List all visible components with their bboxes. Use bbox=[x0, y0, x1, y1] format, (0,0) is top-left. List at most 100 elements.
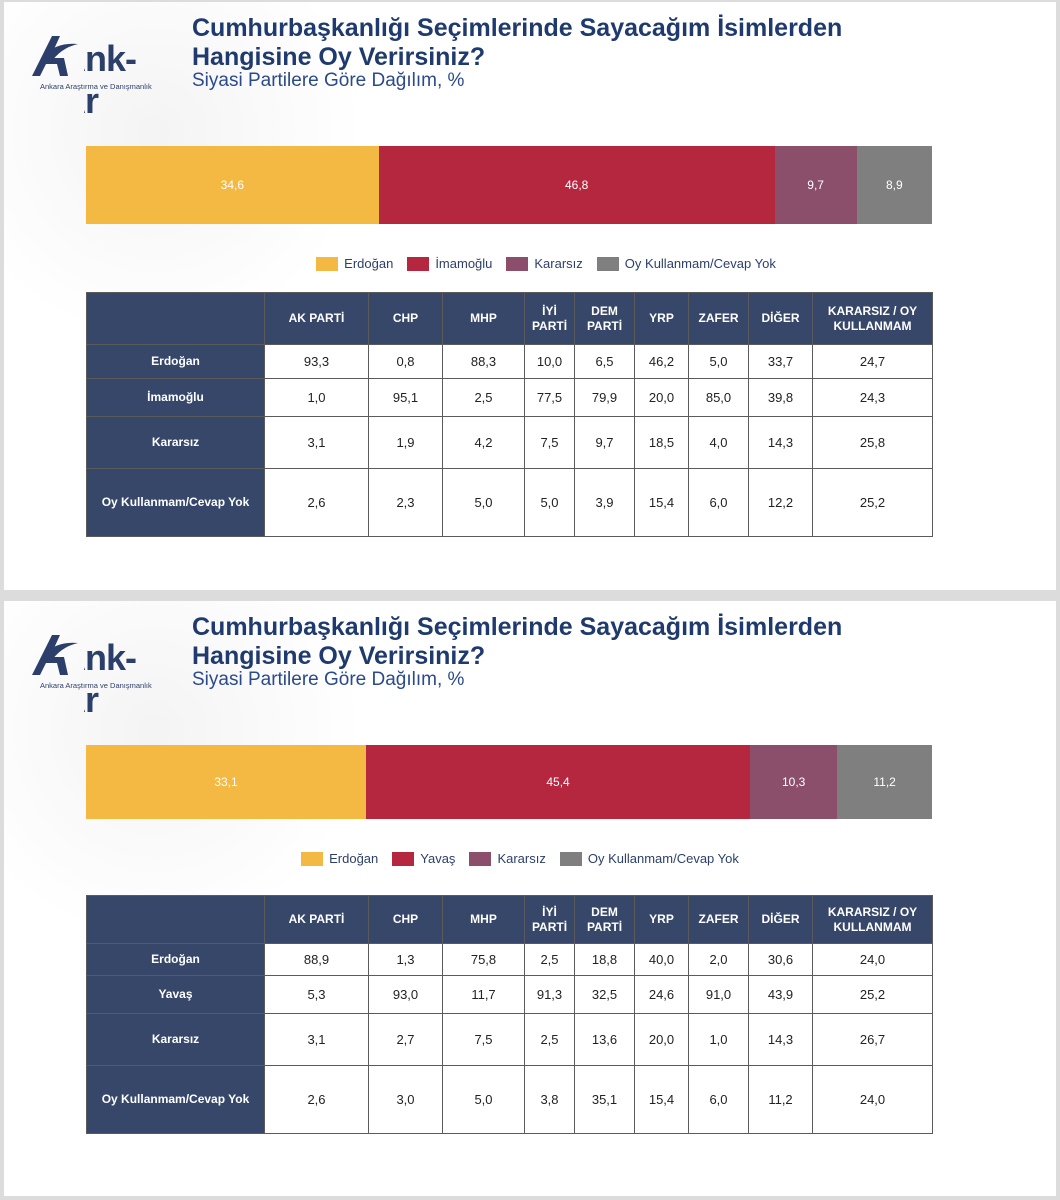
column-header: ZAFER bbox=[688, 292, 749, 345]
table-corner bbox=[86, 292, 265, 345]
brand-logo: Ank-Ar Ankara Araştırma ve Danışmanlık bbox=[30, 633, 170, 720]
stacked-bar: 33,1 45,4 10,3 11,2 bbox=[86, 745, 932, 819]
table-cell: 1,9 bbox=[368, 416, 443, 469]
legend-label: Oy Kullanmam/Cevap Yok bbox=[587, 851, 739, 866]
row-header: Oy Kullanmam/Cevap Yok bbox=[86, 1065, 265, 1134]
legend-label: Kararsız bbox=[497, 851, 546, 866]
table-cell: 33,7 bbox=[748, 344, 813, 379]
legend-label: Yavaş bbox=[420, 851, 456, 866]
table-cell: 25,8 bbox=[812, 416, 933, 469]
bar-value-label: 11,2 bbox=[873, 775, 896, 789]
bar-value-label: 33,1 bbox=[214, 775, 238, 789]
slide-2: Ank-Ar Ankara Araştırma ve Danışmanlık C… bbox=[4, 601, 1056, 1196]
legend-label: Erdoğan bbox=[344, 256, 394, 271]
brand-tagline: Ankara Araştırma ve Danışmanlık bbox=[40, 681, 152, 690]
brand-name: Ank-Ar bbox=[60, 38, 137, 121]
table-cell: 2,3 bbox=[368, 468, 443, 537]
table-cell: 25,2 bbox=[812, 468, 933, 537]
column-header: AK PARTİ bbox=[264, 292, 369, 345]
table-header-row: AK PARTİ CHP MHP İYİ PARTİ DEM PARTİ YRP ZAFER… bbox=[86, 895, 933, 944]
column-header: DEM PARTİ bbox=[574, 895, 635, 944]
table-row: Oy Kullanmam/Cevap Yok 2,6 3,0 5,0 3,8 35,1 15… bbox=[86, 1065, 933, 1134]
chart-subtitle: Siyasi Partilere Göre Dağılım, % bbox=[192, 669, 465, 690]
logo-mark-icon bbox=[32, 635, 78, 675]
table-cell: 14,3 bbox=[748, 1013, 813, 1066]
legend-swatch bbox=[301, 851, 324, 866]
table-cell: 2,5 bbox=[442, 378, 525, 417]
bar-value-label: 45,4 bbox=[546, 775, 570, 789]
table-cell: 93,3 bbox=[264, 344, 369, 379]
brand-tagline: Ankara Araştırma ve Danışmanlık bbox=[40, 82, 152, 91]
table-cell: 1,0 bbox=[264, 378, 369, 417]
table-cell: 2,6 bbox=[264, 1065, 369, 1134]
row-header: Yavaş bbox=[86, 975, 265, 1014]
table-cell: 15,4 bbox=[634, 468, 689, 537]
column-header: ZAFER bbox=[688, 895, 749, 944]
table-cell: 79,9 bbox=[574, 378, 635, 417]
table-cell: 20,0 bbox=[634, 1013, 689, 1066]
bar-value-label: 9,7 bbox=[807, 178, 824, 192]
table-row: Yavaş 5,3 93,0 11,7 91,3 32,5 24,6 91,0 43,9 25,2 bbox=[86, 975, 933, 1014]
legend-swatch bbox=[559, 851, 582, 866]
bar-value-label: 34,6 bbox=[220, 178, 245, 192]
table-cell: 9,7 bbox=[574, 416, 635, 469]
table-cell: 5,0 bbox=[442, 1065, 525, 1134]
table-cell: 2,5 bbox=[524, 943, 575, 976]
legend-item: Oy Kullanmam/Cevap Yok bbox=[559, 851, 739, 866]
column-header: CHP bbox=[368, 895, 443, 944]
table-cell: 32,5 bbox=[574, 975, 635, 1014]
table-row: İmamoğlu 1,0 95,1 2,5 77,5 79,9 20,0 85,0 39,8 24… bbox=[86, 378, 933, 417]
table-cell: 77,5 bbox=[524, 378, 575, 417]
table-cell: 5,0 bbox=[688, 344, 749, 379]
legend-item: Kararsız bbox=[506, 256, 583, 271]
legend-item: Erdoğan bbox=[316, 256, 393, 271]
chart-title: Cumhurbaşkanlığı Seçimlerinde Sayacağım … bbox=[192, 14, 843, 71]
table-cell: 35,1 bbox=[574, 1065, 635, 1134]
legend-swatch bbox=[506, 256, 529, 271]
table-cell: 3,8 bbox=[524, 1065, 575, 1134]
table-cell: 2,5 bbox=[524, 1013, 575, 1066]
table-cell: 5,0 bbox=[442, 468, 525, 537]
legend-label: Oy Kullanmam/Cevap Yok bbox=[624, 256, 776, 271]
column-header: DEM PARTİ bbox=[574, 292, 635, 345]
column-header: MHP bbox=[442, 895, 525, 944]
column-header: KARARSIZ / OY KULLANMAM bbox=[812, 895, 933, 944]
table-cell: 18,8 bbox=[574, 943, 635, 976]
chart-title: Cumhurbaşkanlığı Seçimlerinde Sayacağım … bbox=[192, 613, 843, 670]
row-header: Oy Kullanmam/Cevap Yok bbox=[86, 468, 265, 537]
table-cell: 43,9 bbox=[748, 975, 813, 1014]
legend-swatch bbox=[316, 256, 339, 271]
table-cell: 25,2 bbox=[812, 975, 933, 1014]
table-cell: 26,7 bbox=[812, 1013, 933, 1066]
table-cell: 14,3 bbox=[748, 416, 813, 469]
legend-swatch bbox=[596, 256, 619, 271]
table-cell: 24,6 bbox=[634, 975, 689, 1014]
bar-value-label: 10,3 bbox=[781, 775, 806, 789]
table-cell: 40,0 bbox=[634, 943, 689, 976]
table-cell: 95,1 bbox=[368, 378, 443, 417]
table-cell: 39,8 bbox=[748, 378, 813, 417]
table-cell: 7,5 bbox=[442, 1013, 525, 1066]
legend-label: Kararsız bbox=[534, 256, 583, 271]
table-cell: 1,3 bbox=[368, 943, 443, 976]
legend-item: Kararsız bbox=[469, 851, 546, 866]
table-cell: 10,0 bbox=[524, 344, 575, 379]
column-header: YRP bbox=[634, 895, 689, 944]
table-cell: 15,4 bbox=[634, 1065, 689, 1134]
column-header: KARARSIZ / OY KULLANMAM bbox=[812, 292, 933, 345]
table-cell: 75,8 bbox=[442, 943, 525, 976]
table-cell: 6,5 bbox=[574, 344, 635, 379]
table-cell: 88,3 bbox=[442, 344, 525, 379]
table-row: Erdoğan 93,3 0,8 88,3 10,0 6,5 46,2 5,0 33,7 24,7 bbox=[86, 344, 933, 379]
logo-mark-icon bbox=[32, 36, 78, 76]
table-cell: 6,0 bbox=[688, 1065, 749, 1134]
legend-swatch bbox=[392, 851, 415, 866]
crosstab-table: AK PARTİ CHP MHP İYİ PARTİ DEM PARTİ YRP ZAFER… bbox=[86, 292, 933, 537]
legend-item: Yavaş bbox=[392, 851, 455, 866]
table-cell: 7,5 bbox=[524, 416, 575, 469]
table-cell: 46,2 bbox=[634, 344, 689, 379]
legend-item: Erdoğan bbox=[301, 851, 378, 866]
crosstab-table: AK PARTİ CHP MHP İYİ PARTİ DEM PARTİ YRP ZAFER… bbox=[86, 895, 933, 1134]
bar-value-label: 8,9 bbox=[885, 178, 903, 192]
column-header: YRP bbox=[634, 292, 689, 345]
